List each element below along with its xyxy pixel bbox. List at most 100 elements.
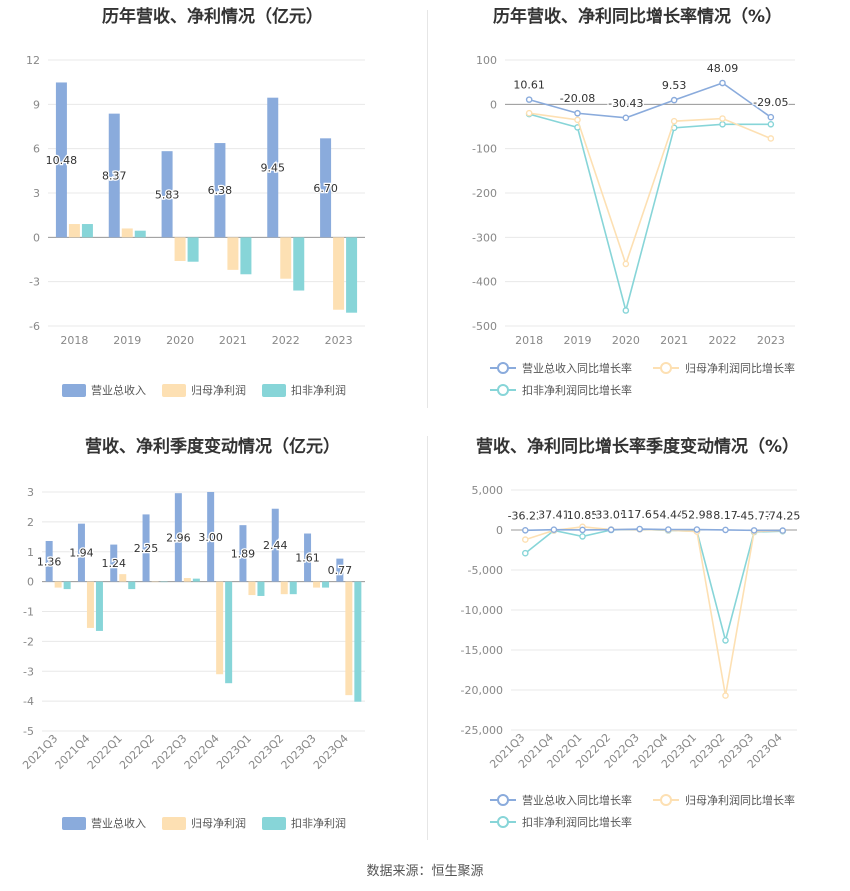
data-label: 1.36: [37, 555, 62, 568]
data-label: 117.65: [620, 508, 659, 521]
y-tick-label: 0: [33, 231, 40, 244]
vertical-divider-bottom: [427, 436, 428, 840]
y-tick-label: 2: [27, 516, 34, 529]
bar: [121, 228, 133, 238]
data-point: [722, 637, 729, 644]
legend-marker: [497, 794, 509, 806]
y-tick-label: -3: [29, 276, 40, 289]
bar: [142, 514, 150, 582]
bar: [345, 581, 353, 696]
data-point: [574, 109, 581, 117]
bar: [151, 581, 159, 583]
x-tick-label: 2021: [219, 334, 247, 347]
data-label: 9.53: [662, 79, 687, 92]
y-tick-label: 0: [496, 524, 503, 537]
x-tick-label: 2022Q2: [117, 732, 157, 772]
bar: [86, 581, 94, 628]
line-chart: 100 0 -100 -200 -300 -400 -500 2018 2019 2020 2021…: [472, 54, 795, 397]
bar: [45, 540, 53, 582]
bar: [227, 237, 239, 270]
data-source: 数据来源：恒生聚源: [366, 864, 484, 879]
bar: [183, 578, 191, 582]
y-tick-label: -400: [472, 276, 497, 289]
bar: [257, 581, 265, 596]
data-point: [693, 526, 701, 533]
legend-label: 扣非净利润同比增长率: [522, 815, 632, 829]
bar: [119, 574, 127, 582]
series-line: [525, 525, 783, 696]
y-tick-label: -15,000: [461, 644, 503, 657]
series-line: [525, 528, 783, 532]
bar: [225, 581, 233, 684]
x-tick-label: 2020: [612, 334, 640, 347]
legend-swatch: [62, 384, 86, 397]
data-point: [522, 526, 529, 534]
bar: [280, 581, 288, 595]
data-point: [670, 96, 678, 104]
legend-label: 营业总收入同比增长率: [522, 361, 632, 375]
data-label: -74.25: [765, 510, 800, 523]
legend-swatch: [262, 817, 286, 830]
data-point: [722, 526, 729, 534]
data-label: 52.98: [681, 509, 713, 522]
bar: [240, 237, 252, 275]
data-label: 3.00: [198, 531, 223, 544]
bar: [293, 237, 305, 291]
data-point: [767, 135, 775, 142]
vertical-divider-top: [427, 10, 428, 408]
bar: [63, 581, 71, 590]
bar: [174, 237, 186, 261]
data-point: [622, 307, 630, 314]
bar: [289, 581, 297, 595]
chart-annual-growth-rate: 历年营收、净利同比增长率情况（%） 100 0 -100 -200 -300 -400 -5…: [425, 0, 850, 430]
data-point: [664, 526, 672, 533]
legend-swatch: [62, 817, 86, 830]
x-tick-label: 2023Q1: [214, 732, 254, 772]
y-tick-label: -6: [29, 320, 40, 333]
data-label: 48.09: [707, 62, 739, 75]
x-tick-label: 2019: [564, 334, 592, 347]
y-tick-label: -1: [23, 606, 34, 619]
data-label: 1.61: [295, 552, 320, 565]
legend-label: 扣非净利润: [291, 816, 346, 830]
y-tick-label: -20,000: [461, 684, 503, 697]
bar: [239, 525, 247, 582]
bar: [81, 224, 93, 238]
y-tick-label: -4: [23, 695, 34, 708]
data-label: -29.05: [753, 96, 788, 109]
y-tick-label: 3: [27, 486, 34, 499]
data-point: [579, 533, 586, 540]
bar: [174, 493, 182, 582]
legend-label: 扣非净利润同比增长率: [522, 383, 632, 397]
y-tick-label: 100: [476, 54, 497, 67]
bar: [333, 237, 345, 310]
data-label: 10.61: [513, 79, 545, 92]
chart-title: 历年营收、净利情况（亿元）: [102, 7, 323, 27]
y-tick-label: -500: [472, 320, 497, 333]
chart-title: 营收、净利季度变动情况（亿元）: [85, 437, 340, 457]
series-line: [528, 82, 772, 119]
legend-marker: [497, 362, 509, 374]
legend-label: 归母净利润: [191, 816, 246, 830]
data-point: [767, 120, 775, 128]
bar: [187, 237, 199, 262]
y-tick-label: 3: [33, 187, 40, 200]
data-point: [750, 527, 758, 534]
y-tick-label: -25,000: [461, 724, 503, 737]
x-tick-label: 2023Q3: [279, 732, 319, 772]
legend-swatch: [162, 384, 186, 397]
chart-quarterly-growth-rate: 营收、净利同比增长率季度变动情况（%） 5,000 0 -5,000 -10,000 -…: [425, 430, 850, 860]
data-point: [522, 549, 529, 557]
chart-title: 历年营收、净利同比增长率情况（%）: [492, 7, 783, 27]
bar: [108, 113, 120, 238]
data-point: [779, 527, 787, 534]
x-tick-label: 2023: [325, 334, 353, 347]
y-tick-label: -10,000: [461, 604, 503, 617]
data-label: 1.94: [69, 547, 94, 560]
data-label: 0.77: [328, 564, 353, 577]
data-label: -20.08: [560, 92, 595, 105]
data-label: 10.85: [567, 509, 599, 522]
series-line: [529, 112, 772, 267]
x-tick-label: 2019: [113, 334, 141, 347]
bar: [322, 581, 330, 588]
